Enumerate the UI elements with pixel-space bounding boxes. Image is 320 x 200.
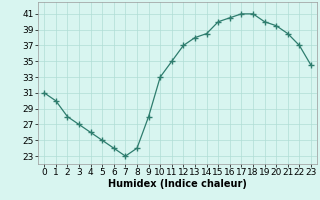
X-axis label: Humidex (Indice chaleur): Humidex (Indice chaleur) xyxy=(108,179,247,189)
